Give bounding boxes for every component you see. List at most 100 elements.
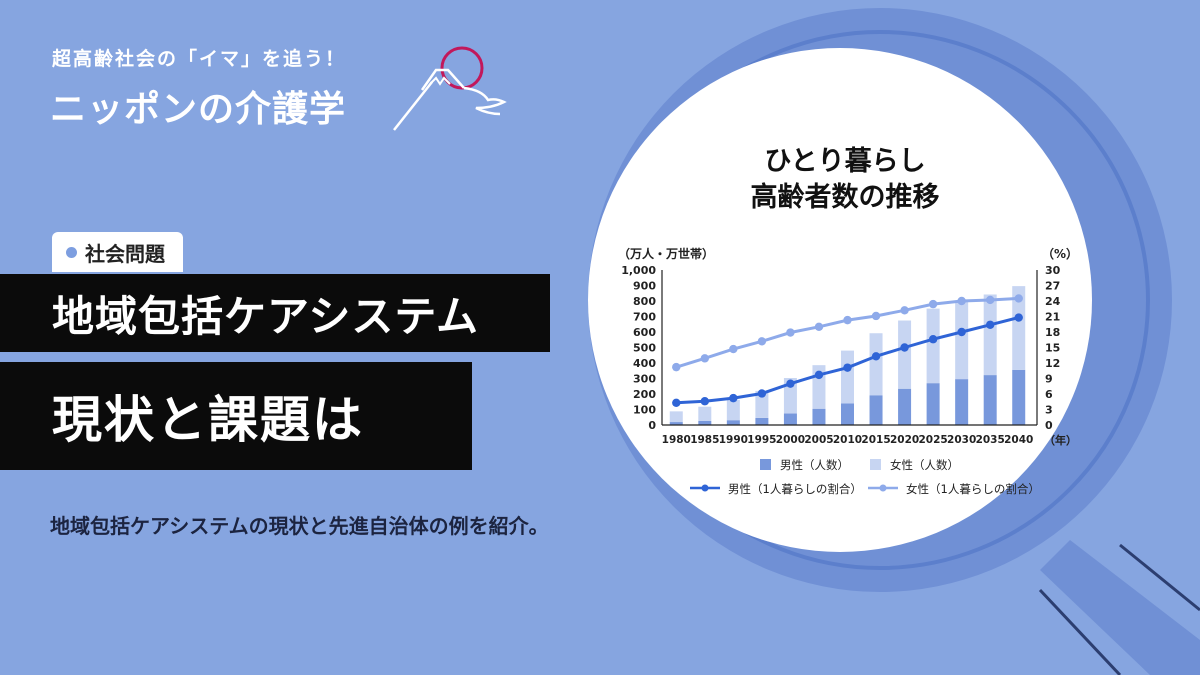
y-axis-right-label: （%） — [1042, 246, 1078, 261]
bar-female-2025 — [926, 308, 940, 384]
bar-male-2030 — [955, 379, 969, 425]
x-tick-label: 1985 — [690, 434, 719, 446]
point-male-2025 — [928, 335, 938, 344]
x-tick-label: 2020 — [890, 434, 919, 446]
y-right-tick-label: 30 — [1045, 264, 1061, 277]
y-left-tick-label: 100 — [633, 404, 656, 417]
point-male-1995 — [757, 389, 767, 398]
bar-female-2030 — [955, 301, 969, 380]
y-right-tick-label: 15 — [1045, 342, 1060, 355]
bar-male-2025 — [926, 383, 940, 425]
legend-marker-3 — [879, 484, 887, 492]
y-right-tick-label: 9 — [1045, 373, 1053, 386]
x-axis-label: （年） — [1044, 433, 1077, 447]
bar-male-2000 — [783, 413, 797, 425]
point-female-2000 — [786, 328, 795, 337]
bar-male-2015 — [869, 395, 883, 425]
point-male-2010 — [843, 363, 852, 372]
bar-female-2035 — [983, 294, 997, 376]
mount-fuji-logo-icon — [393, 46, 507, 131]
bar-male-2010 — [841, 403, 854, 425]
category-badge: 社会問題 — [52, 232, 183, 272]
y-right-tick-label: 18 — [1045, 326, 1060, 339]
y-left-tick-label: 500 — [633, 342, 656, 355]
bar-male-2005 — [812, 408, 826, 425]
bar-female-1985 — [698, 406, 712, 421]
logo-tagline: 超高齢社会の「イマ」を追う！ — [52, 48, 347, 70]
bar-female-2040 — [1012, 286, 1026, 370]
x-tick-label: 2035 — [976, 434, 1005, 446]
point-female-1995 — [757, 337, 767, 346]
magnifier-handle-edge-lower — [1038, 588, 1122, 675]
y-left-tick-label: 800 — [633, 295, 656, 308]
y-right-tick-label: 3 — [1045, 404, 1053, 417]
category-label: 社会問題 — [85, 241, 165, 266]
magnifier-handle — [1040, 540, 1200, 675]
article-description: 地域包括ケアシステムの現状と先進自治体の例を紹介。 — [50, 514, 549, 538]
x-tick-label: 1980 — [662, 434, 691, 446]
bar-male-1980 — [669, 422, 683, 425]
bar-male-1995 — [755, 417, 769, 425]
bar-female-2020 — [898, 320, 912, 389]
chart-title-line-2: 高齢者数の推移 — [751, 181, 940, 213]
legend-marker-2 — [701, 484, 709, 492]
y-left-tick-label: 900 — [633, 280, 656, 293]
legend-label-1: 女性（人数） — [890, 458, 959, 472]
bar-male-1990 — [726, 420, 740, 425]
legend-swatch-1 — [870, 459, 881, 470]
headline-line-1: 地域包括ケアシステム — [0, 274, 550, 352]
point-female-1985 — [700, 354, 710, 363]
point-female-1980 — [672, 362, 681, 372]
point-female-2030 — [957, 296, 966, 306]
point-female-2020 — [900, 306, 909, 315]
y-left-tick-label: 300 — [633, 373, 656, 386]
x-tick-label: 2025 — [918, 434, 947, 446]
legend-label-3: 女性（1人暮らしの割合） — [906, 482, 1040, 496]
x-tick-label: 1995 — [747, 434, 776, 446]
point-male-2015 — [871, 352, 881, 361]
bar-male-2035 — [983, 375, 997, 425]
y-left-tick-label: 1,000 — [621, 264, 656, 277]
point-male-2005 — [814, 370, 824, 380]
y-right-tick-label: 0 — [1045, 419, 1053, 432]
y-left-tick-label: 0 — [648, 419, 656, 432]
y-right-tick-label: 21 — [1045, 311, 1060, 324]
legend-swatch-0 — [760, 459, 771, 470]
point-male-1980 — [672, 398, 681, 407]
bar-female-1990 — [726, 399, 740, 421]
point-female-2005 — [814, 322, 824, 332]
y-left-tick-label: 200 — [633, 388, 656, 401]
x-tick-label: 2030 — [947, 434, 976, 446]
point-male-2040 — [1014, 313, 1023, 322]
point-female-2040 — [1014, 294, 1023, 303]
logo-name: ニッポンの介護学 — [50, 89, 347, 130]
bar-male-2020 — [898, 388, 912, 425]
legend-label-0: 男性（人数） — [780, 458, 849, 472]
point-male-2030 — [957, 327, 966, 337]
bar-male-1985 — [698, 420, 712, 425]
x-tick-label: 2000 — [776, 434, 805, 446]
x-tick-label: 2015 — [861, 434, 890, 446]
x-tick-label: 2040 — [1004, 434, 1033, 446]
y-right-tick-label: 27 — [1045, 280, 1060, 293]
bar-male-2040 — [1012, 369, 1026, 425]
chart-title-line-1: ひとり暮らし — [764, 146, 925, 177]
y-left-tick-label: 400 — [633, 357, 656, 370]
x-tick-label: 2010 — [833, 434, 862, 446]
point-female-2035 — [985, 295, 995, 305]
point-male-2000 — [786, 379, 795, 388]
bar-female-2010 — [841, 350, 854, 404]
magnifier-handle-edge — [1119, 543, 1200, 612]
x-tick-label: 1990 — [719, 434, 748, 446]
point-male-1985 — [700, 397, 710, 406]
headline-line-2: 現状と課題は — [0, 362, 472, 470]
point-male-2035 — [985, 320, 995, 329]
point-female-2015 — [871, 311, 881, 321]
y-axis-left-label: （万人・万世帯） — [618, 246, 714, 261]
x-tick-label: 2005 — [804, 434, 833, 446]
point-female-1990 — [729, 344, 738, 354]
point-female-2025 — [928, 299, 938, 309]
y-left-tick-label: 700 — [633, 311, 656, 324]
bar-female-1980 — [669, 411, 683, 423]
